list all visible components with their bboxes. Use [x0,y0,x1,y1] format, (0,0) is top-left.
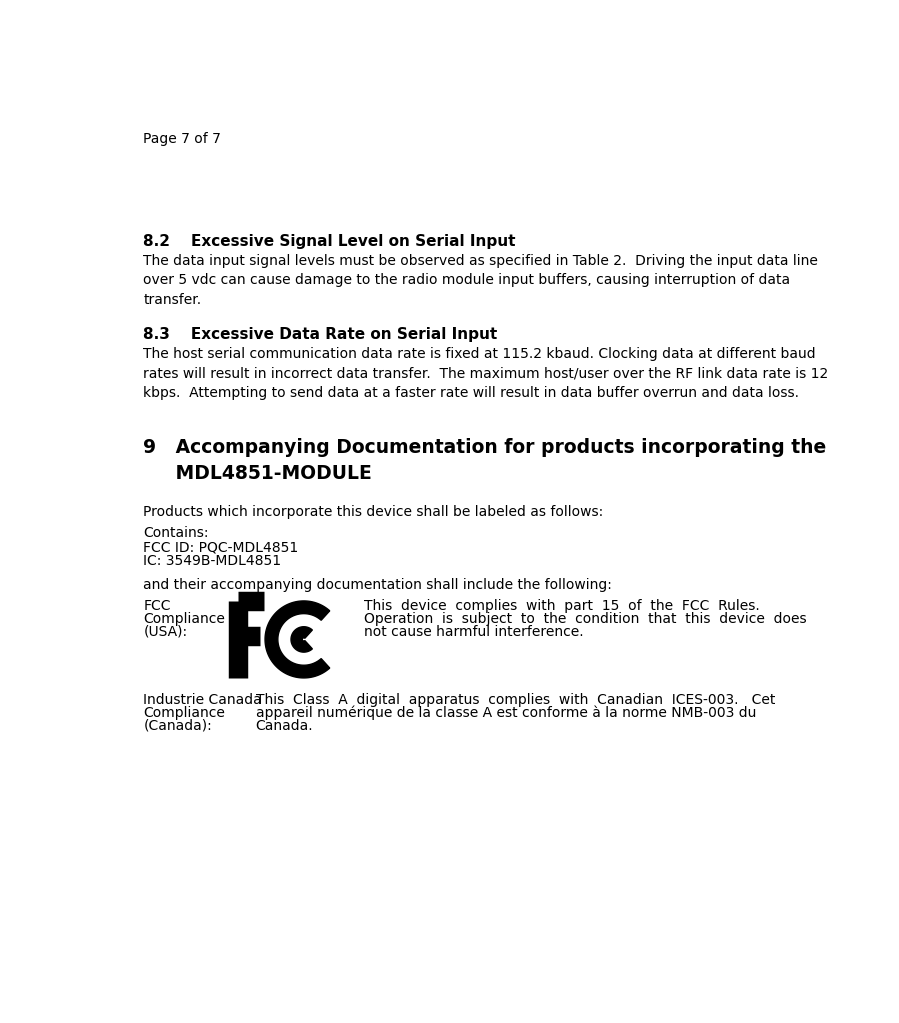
Polygon shape [265,601,330,678]
Text: This  device  complies  with  part  15  of  the  FCC  Rules.: This device complies with part 15 of the… [364,598,760,613]
Text: FCC: FCC [143,598,171,613]
Polygon shape [291,627,312,652]
Text: MDL4851-MODULE: MDL4851-MODULE [143,463,372,483]
Text: Compliance: Compliance [143,706,226,719]
Text: Products which incorporate this device shall be labeled as follows:: Products which incorporate this device s… [143,505,603,520]
Text: FCC ID: PQC-MDL4851: FCC ID: PQC-MDL4851 [143,540,298,554]
Text: IC: 3549B-MDL4851: IC: 3549B-MDL4851 [143,554,281,568]
Text: Compliance: Compliance [143,612,226,626]
Text: (USA):: (USA): [143,625,188,638]
Text: 9   Accompanying Documentation for products incorporating the: 9 Accompanying Documentation for product… [143,439,826,457]
Text: 8.3    Excessive Data Rate on Serial Input: 8.3 Excessive Data Rate on Serial Input [143,326,498,342]
Text: Contains:: Contains: [143,526,209,540]
Text: not cause harmful interference.: not cause harmful interference. [364,625,583,638]
Text: and their accompanying documentation shall include the following:: and their accompanying documentation sha… [143,578,612,592]
Text: Industrie Canada: Industrie Canada [143,693,263,707]
Text: Page 7 of 7: Page 7 of 7 [143,132,221,146]
Text: 8.2    Excessive Signal Level on Serial Input: 8.2 Excessive Signal Level on Serial Inp… [143,234,516,250]
Text: Operation  is  subject  to  the  condition  that  this  device  does: Operation is subject to the condition th… [364,612,807,626]
Text: The data input signal levels must be observed as specified in Table 2.  Driving : The data input signal levels must be obs… [143,254,818,307]
Text: appareil numérique de la classe A est conforme à la norme NMB-003 du: appareil numérique de la classe A est co… [255,706,756,720]
Text: The host serial communication data rate is fixed at 115.2 kbaud. Clocking data a: The host serial communication data rate … [143,347,829,400]
Text: This  Class  A  digital  apparatus  complies  with  Canadian  ICES-003.   Cet: This Class A digital apparatus complies … [255,693,775,707]
Text: (Canada):: (Canada): [143,719,212,732]
Text: Canada.: Canada. [255,719,314,732]
